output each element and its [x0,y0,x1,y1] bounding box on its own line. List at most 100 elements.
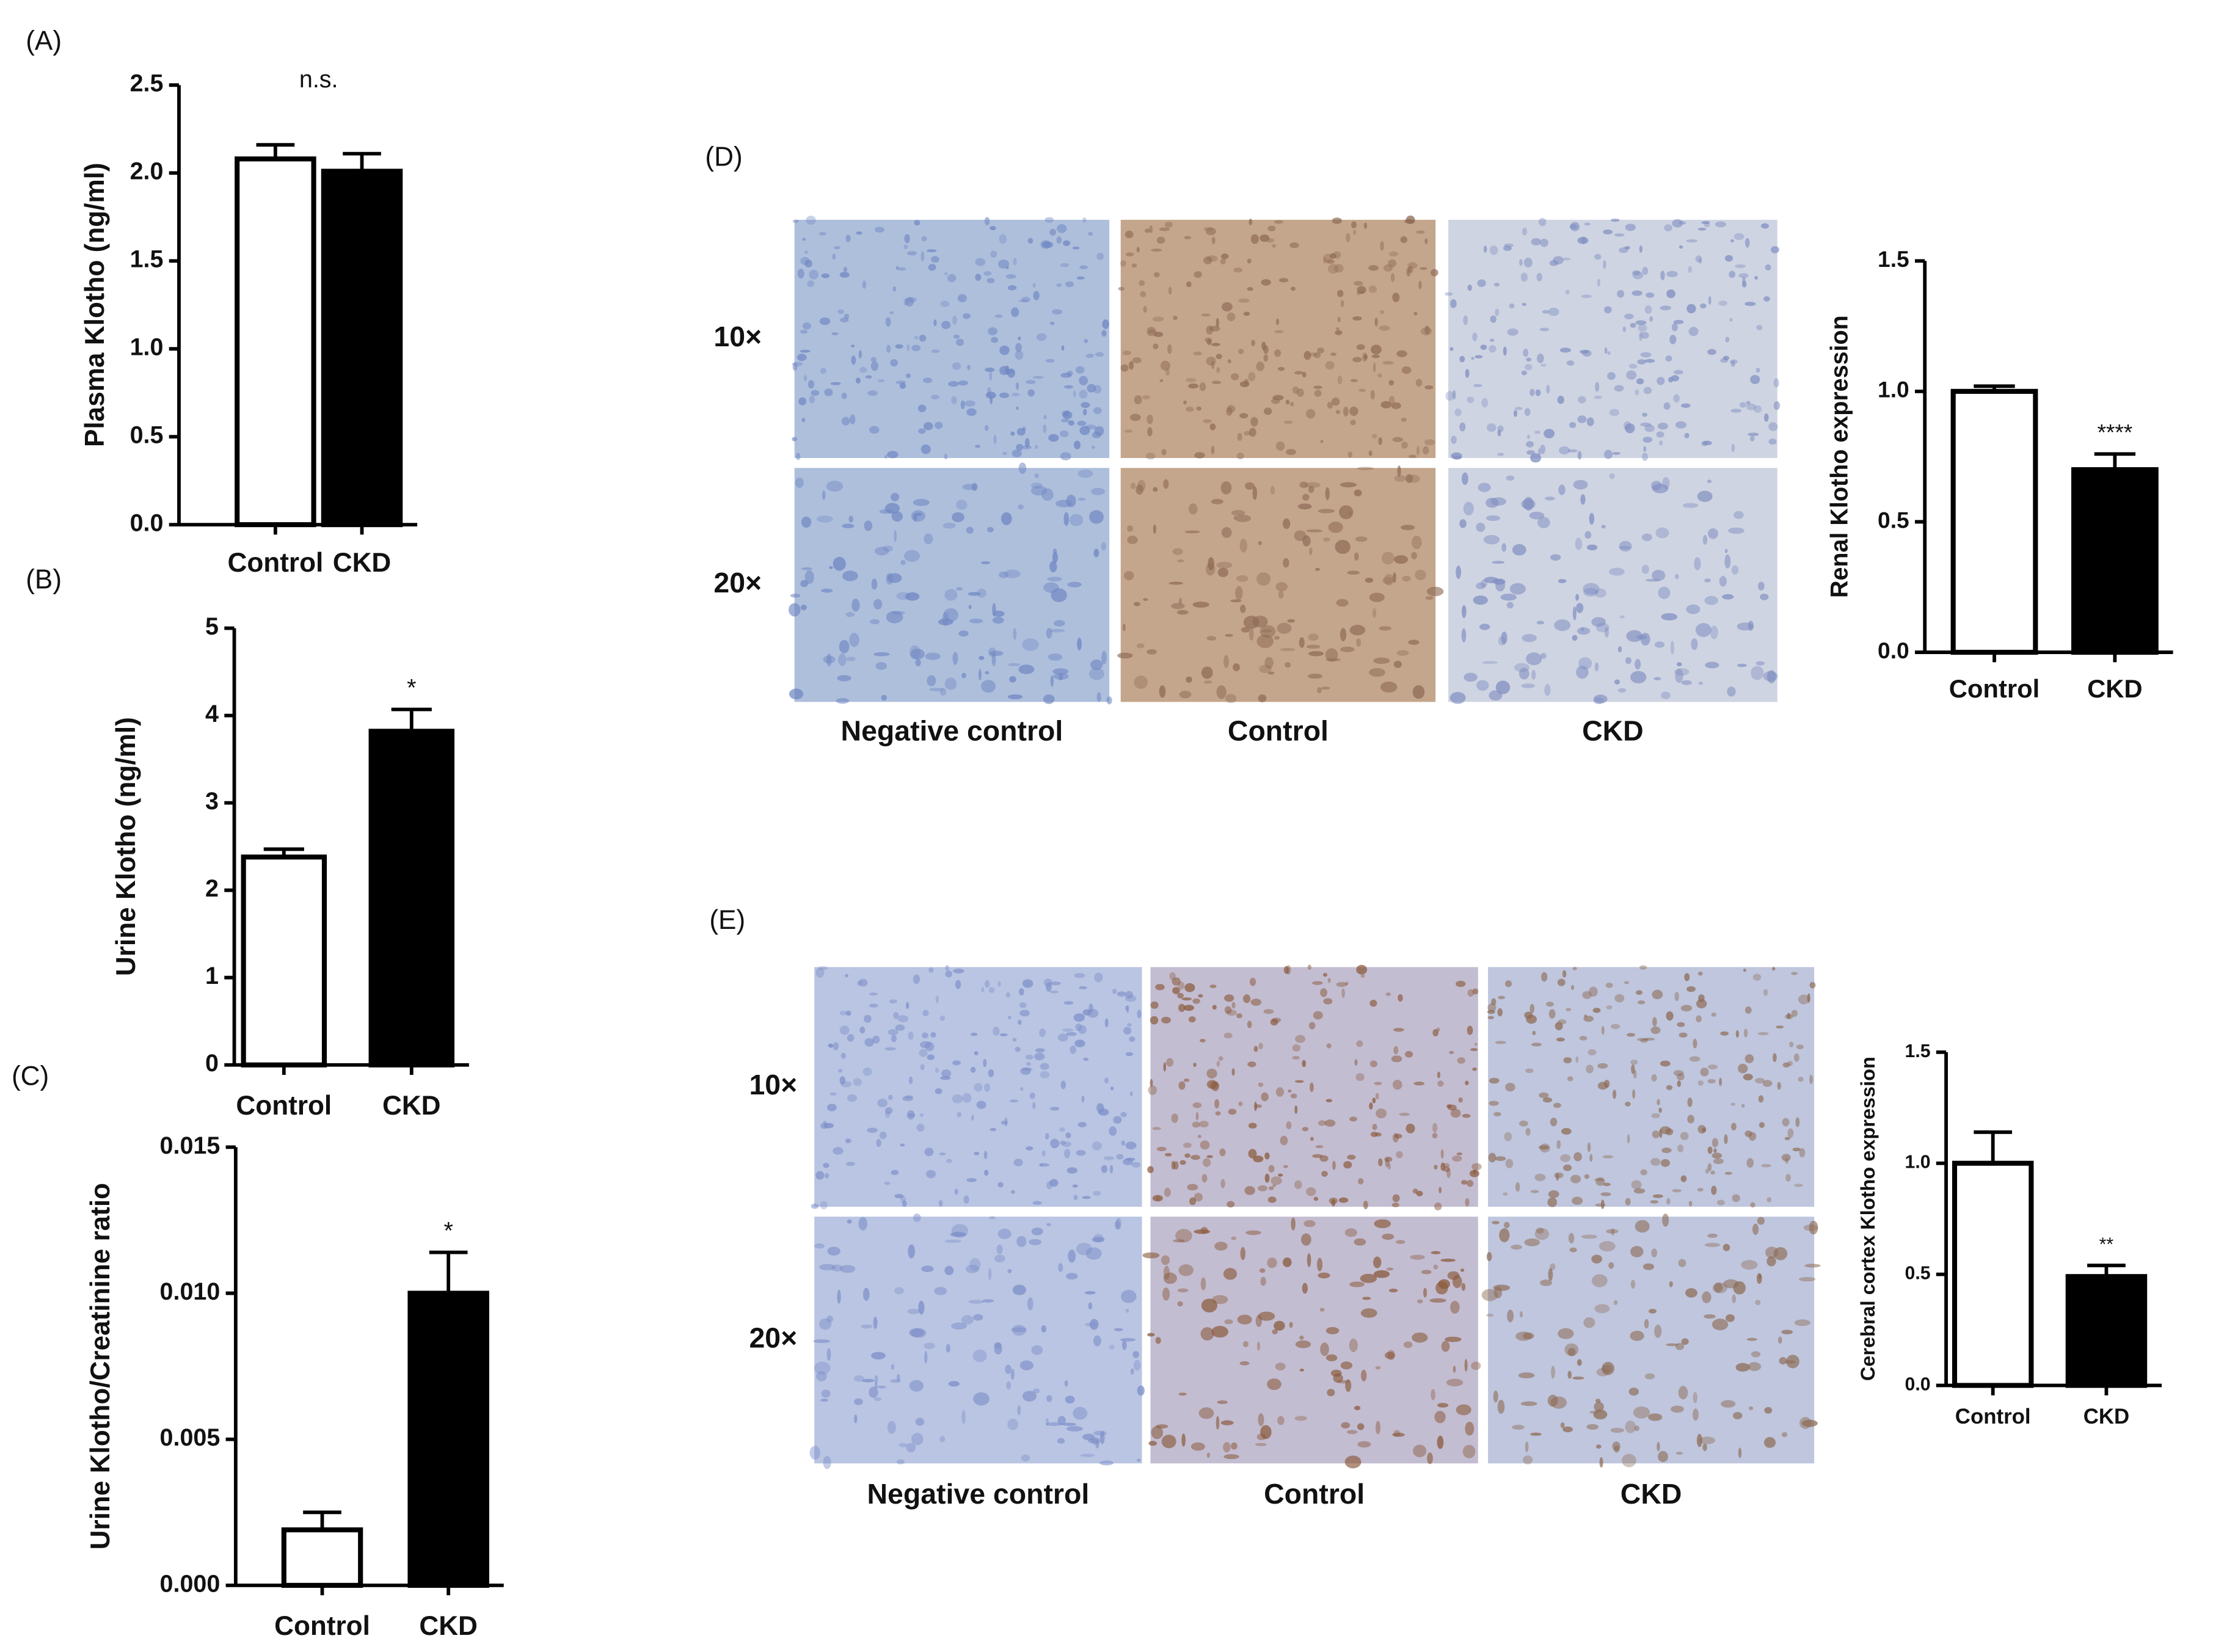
micrograph-texture [1335,330,1343,335]
micrograph-texture [1537,448,1541,456]
micrograph-texture [1068,420,1074,426]
micrograph-texture [1730,1123,1737,1131]
micrograph-texture [1514,407,1523,410]
micrograph-texture [1049,228,1056,236]
micrograph-texture [1057,1033,1068,1042]
micrograph-texture [1567,449,1578,453]
micrograph-texture [1349,1338,1358,1353]
micrograph-texture [1085,424,1096,430]
micrograph-texture [1011,1327,1027,1333]
micrograph-texture [789,603,801,617]
micrograph-texture [1465,368,1470,378]
micrograph-texture [904,234,910,244]
micrograph-texture [1699,303,1707,309]
micrograph-texture [1522,227,1528,236]
micrograph-texture [1124,429,1133,433]
bar [1950,388,2038,655]
micrograph-texture [1752,973,1762,981]
column-label: Negative control [867,1478,1090,1510]
micrograph-texture [1030,482,1043,489]
micrograph-texture [1613,1090,1617,1099]
micrograph-texture [811,390,820,396]
micrograph-texture [1125,1308,1129,1313]
micrograph-texture [1091,445,1095,449]
micrograph-texture [1069,514,1084,526]
micrograph-texture [1306,529,1323,533]
micrograph-texture [1638,324,1647,332]
micrograph-texture [1763,296,1770,302]
micrograph-texture [1688,327,1699,337]
micrograph-texture [1309,547,1313,555]
micrograph-texture [859,1026,866,1034]
micrograph-texture [1634,1425,1640,1432]
micrograph-texture [986,278,995,283]
micrograph-texture [1343,406,1349,417]
micrograph-texture [1275,582,1288,592]
micrograph-texture [1347,570,1360,575]
micrograph-texture [1467,989,1475,997]
micrograph-texture [1361,1369,1367,1381]
micrograph-texture [1120,1337,1136,1342]
micrograph-texture [1607,372,1616,380]
micrograph-texture [906,344,910,351]
micrograph-texture [1397,465,1401,477]
micrograph-texture [1250,999,1262,1006]
micrograph-texture [1677,1072,1685,1081]
micrograph-texture [1101,650,1107,665]
micrograph-texture [1079,986,1087,989]
micrograph-texture [1624,313,1634,319]
micrograph-texture [1522,634,1537,642]
micrograph-texture [1572,967,1577,970]
micrograph-texture [1651,1248,1658,1257]
micrograph-texture [1768,438,1777,445]
micrograph-texture [1695,255,1702,263]
micrograph-texture [1424,439,1435,446]
micrograph-texture [1178,981,1185,990]
micrograph-texture [1160,360,1170,371]
micrograph-texture [1122,624,1126,631]
micrograph-texture [1785,1157,1789,1164]
micrograph-texture [1074,973,1085,978]
micrograph-texture [1793,1053,1799,1062]
micrograph-texture [1352,357,1362,363]
micrograph-texture [1697,227,1707,231]
micrograph-texture [1059,1127,1065,1132]
micrograph-texture [1050,1138,1060,1149]
micrograph-texture [1611,218,1620,222]
micrograph-texture [1746,401,1751,405]
micrograph-texture [1082,1009,1092,1016]
micrograph-texture [1203,227,1214,231]
micrograph-texture [1233,267,1243,273]
micrograph-texture [1487,1016,1495,1019]
micrograph-texture [1536,620,1544,625]
micrograph-texture [1337,1380,1349,1384]
micrograph-texture [1186,377,1197,382]
micrograph-texture [1416,230,1425,234]
micrograph-texture [1576,603,1584,613]
micrograph-texture [862,1287,870,1301]
micrograph-texture [1730,239,1735,242]
micrograph-texture [1193,351,1202,356]
micrograph-texture [1637,1000,1646,1005]
micrograph-texture [1459,355,1465,363]
micrograph-texture [1536,1228,1544,1234]
micrograph-texture [1267,225,1276,231]
micrograph-texture [970,1066,976,1073]
micrograph-texture [1773,401,1781,410]
micrograph-texture [1278,591,1284,599]
micrograph-texture [1495,579,1506,592]
micrograph-texture [1451,435,1457,444]
micrograph-texture [1385,992,1391,996]
micrograph-texture [1726,1314,1735,1322]
row-label: 20× [749,1322,797,1353]
micrograph-texture [1252,486,1258,500]
micrograph-texture [854,1414,858,1424]
micrograph-texture [1256,572,1271,586]
micrograph-texture [1216,1416,1220,1430]
micrograph-texture [985,980,990,988]
micrograph-texture [960,400,965,409]
micrograph-texture [1532,1030,1536,1036]
micrograph-texture [1604,627,1609,638]
micrograph-texture [1056,283,1062,287]
micrograph-texture [971,1115,974,1121]
